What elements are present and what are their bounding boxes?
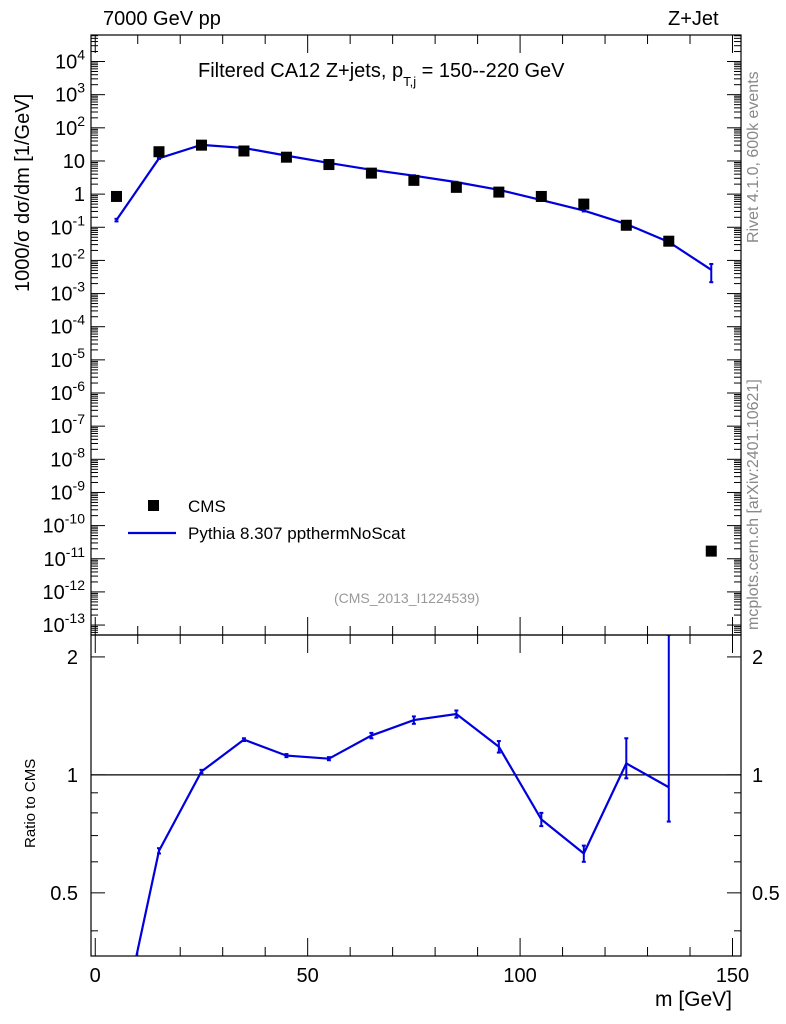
legend-cms-marker: [148, 500, 159, 511]
plot-title-main: Filtered CA12 Z+jets, p: [198, 60, 404, 82]
cms-data-point: [195, 139, 207, 151]
cms-data-point: [365, 167, 377, 179]
ratio-line: [135, 712, 670, 956]
y-tick-label: 10-3: [50, 279, 85, 306]
ratio-plot-frame: [90, 634, 742, 957]
cms-data-point: [323, 159, 335, 171]
y-axis-ticks: 10-1310-1210-1110-1010-910-810-710-610-5…: [43, 35, 741, 637]
cms-data-point: [408, 174, 420, 186]
cms-data-point: [493, 186, 505, 198]
plot-frames: [90, 34, 742, 957]
x-tick-label: 150: [716, 965, 749, 987]
ratio-inner: [135, 635, 671, 956]
ratio-tick-label-right: 2: [752, 647, 763, 669]
y-tick-label: 10-7: [50, 411, 85, 438]
x-tick-label: 100: [503, 965, 536, 987]
y-tick-label: 10-9: [50, 477, 85, 504]
cms-data-point: [153, 146, 165, 158]
cms-data-point: [280, 151, 292, 163]
y-tick-label: 102: [55, 113, 85, 140]
top-plot-frame: [90, 34, 742, 636]
y-tick-label: 1: [74, 184, 85, 206]
cms-data-point: [535, 190, 547, 202]
header-process: Z+Jet: [668, 8, 719, 30]
y-tick-label: 10-10: [43, 511, 86, 538]
data-series: [110, 139, 717, 557]
ratio-tick-label: 0.5: [50, 883, 78, 905]
ratio-tick-label: 2: [67, 647, 78, 669]
y-tick-label: 10-2: [50, 245, 85, 272]
cms-data-point: [450, 181, 462, 193]
cms-data-point: [663, 235, 675, 247]
plot-title: Filtered CA12 Z+jets, pT,j = 150--220 Ge…: [198, 60, 565, 89]
y-tick-label: 104: [55, 47, 85, 74]
y-tick-label: 10-8: [50, 444, 85, 471]
x-tick-label: 50: [297, 965, 319, 987]
ratio-tick-label-right: 1: [752, 765, 763, 787]
ratio-series: [135, 635, 671, 956]
cms-data-point: [110, 190, 122, 202]
ratio-tick-label: 1: [67, 765, 78, 787]
x-axis-ticks: 0 50 100 150: [90, 35, 749, 987]
header-energy: 7000 GeV pp: [103, 8, 221, 30]
x-tick-label: 0: [90, 965, 101, 987]
plot-title-tail: = 150--220 GeV: [416, 60, 565, 82]
cms-data-point: [705, 545, 717, 557]
y-tick-label: 10-4: [50, 312, 85, 339]
x-axis-label: m [GeV]: [655, 988, 733, 1011]
cms-data-point: [578, 198, 590, 210]
analysis-id: (CMS_2013_I1224539): [334, 590, 480, 606]
cms-data-point: [238, 145, 250, 157]
mc-line: [115, 143, 712, 271]
ratio-axis-ticks: 0.5 0.5 1 1 2 2: [50, 647, 780, 932]
y-tick-label: 103: [55, 80, 85, 107]
y-tick-label: 10-6: [50, 378, 85, 405]
plot-title-subscript: T,j: [403, 74, 417, 89]
y-tick-label: 10-1: [50, 212, 85, 239]
y-tick-label: 10-12: [43, 577, 86, 604]
mc-series: [114, 143, 714, 284]
y-tick-label: 10: [63, 151, 85, 173]
cms-data-point: [620, 219, 632, 231]
ratio-tick-label-right: 0.5: [752, 883, 780, 905]
y-tick-label: 10-5: [50, 345, 85, 372]
legend-marks: [128, 500, 176, 535]
legend-label-cms: CMS: [188, 497, 226, 516]
y-tick-label: 10-13: [43, 610, 86, 637]
legend-label-pythia: Pythia 8.307 ppthermNoScat: [188, 524, 406, 543]
y-tick-label: 10-11: [44, 544, 86, 571]
